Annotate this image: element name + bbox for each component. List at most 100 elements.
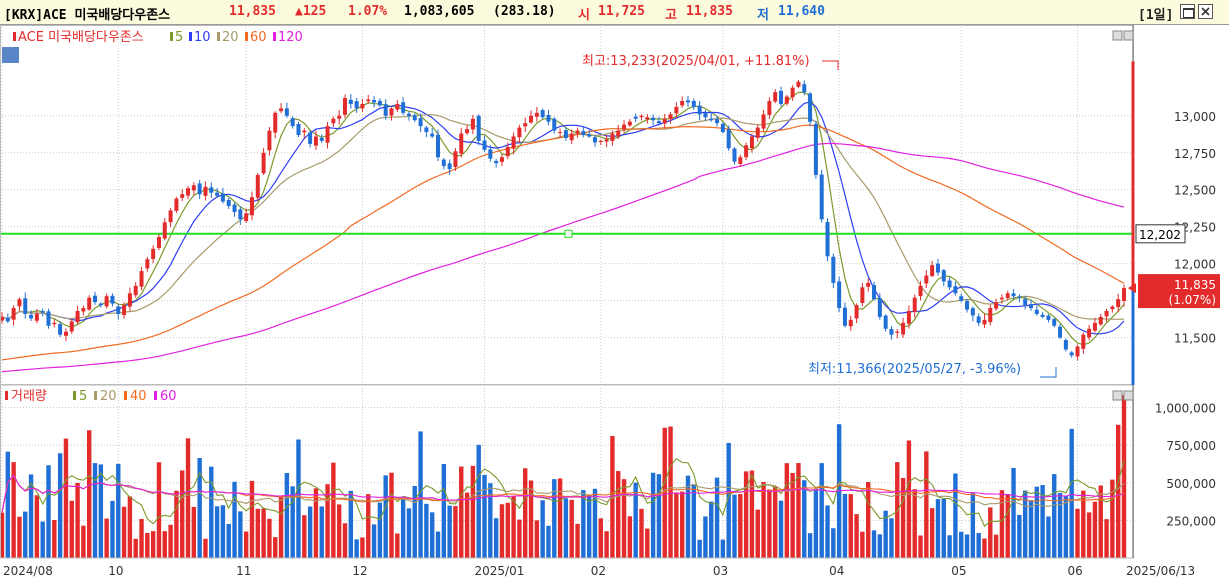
volume-bar	[895, 462, 900, 558]
volume-bar	[854, 514, 859, 558]
candle-body	[430, 133, 435, 137]
candle-body	[924, 275, 929, 284]
candle-body	[499, 157, 504, 162]
candle-body	[348, 99, 353, 104]
volume-bar	[912, 489, 917, 558]
candle-body	[685, 100, 690, 103]
candle-body	[81, 308, 86, 312]
candle-body	[1046, 315, 1051, 320]
candle-body	[1005, 293, 1010, 299]
candle-body	[697, 105, 702, 115]
volume-bar	[476, 444, 481, 558]
volume-bar	[23, 511, 28, 558]
volume-bar	[1057, 492, 1063, 558]
volume-bar	[592, 488, 598, 558]
price-tick-label: 12,000	[1174, 258, 1216, 272]
candle-body	[69, 321, 74, 332]
volume-bar	[482, 474, 487, 558]
restore-icon[interactable]	[1180, 4, 1195, 19]
volume-bar	[17, 516, 22, 558]
volume-bar	[110, 500, 115, 558]
high-annotation: 최고:13,233(2025/04/01, +11.81%)	[582, 54, 810, 69]
candle-body	[784, 96, 789, 104]
candle-body	[151, 248, 156, 259]
legend-swatch	[217, 32, 220, 41]
candle-body	[895, 331, 900, 333]
volume-bar	[929, 508, 935, 558]
volume-bar	[662, 427, 667, 558]
candle-body	[680, 100, 685, 106]
volume-bar	[1034, 486, 1039, 558]
candle-body	[325, 126, 330, 143]
volume-bar	[633, 482, 638, 558]
low-value: 11,640	[778, 4, 825, 19]
candle-body	[1092, 322, 1097, 331]
period-selector[interactable]: [1일]	[1138, 8, 1174, 23]
candle-body	[598, 140, 603, 143]
close-icon[interactable]	[1198, 4, 1213, 19]
candle-body	[412, 115, 417, 121]
legend-swatch	[13, 32, 16, 41]
candle-body	[465, 129, 470, 134]
volume-bar	[127, 496, 133, 558]
volume-bar	[947, 535, 952, 558]
volume-legend-swatch	[154, 391, 157, 400]
candle-body	[575, 130, 580, 134]
candle-body	[546, 114, 551, 122]
candle-body	[191, 185, 196, 191]
volume-bar	[238, 511, 243, 558]
volume-bar	[650, 472, 656, 558]
candle-body	[767, 100, 772, 115]
volume-bar	[1040, 485, 1045, 558]
candle-body	[883, 315, 888, 329]
legend-swatch	[189, 32, 192, 41]
volume-bar	[505, 502, 510, 558]
volume-bar	[290, 486, 295, 558]
candle-body	[691, 100, 696, 107]
volume-bar	[499, 504, 505, 558]
volume-bar	[993, 534, 999, 558]
volume-bar	[697, 539, 702, 558]
volume-bar	[802, 480, 807, 558]
candle-body	[1110, 306, 1115, 310]
candle-body	[244, 213, 249, 222]
candle-body	[87, 297, 92, 310]
volume-bar	[668, 426, 673, 558]
panel-close-icon	[1123, 30, 1134, 41]
volume-bar	[988, 507, 993, 558]
volume-bar	[441, 463, 447, 558]
candle-body	[592, 137, 597, 143]
high-annotation-pointer	[822, 60, 839, 70]
volume-bar	[92, 463, 98, 558]
volume-bar	[447, 505, 452, 558]
candle-body	[360, 103, 365, 109]
candle-body	[377, 100, 382, 106]
volume-bar	[371, 524, 377, 558]
price-change: ▲125	[295, 4, 327, 19]
candle-body	[842, 307, 847, 326]
volume-bar	[540, 500, 545, 558]
volume-bar	[563, 498, 569, 558]
candle-body	[1081, 334, 1086, 349]
high-label: 고	[665, 8, 677, 23]
volume-bar	[395, 533, 400, 558]
volume-bar	[180, 470, 185, 558]
volume-bar	[360, 537, 365, 558]
volume-bar	[569, 499, 574, 558]
candle-body	[226, 199, 231, 206]
volume-bar	[214, 506, 220, 558]
candle-body	[145, 259, 150, 269]
volume-bar	[523, 468, 528, 558]
candle-body	[313, 136, 318, 146]
volume-bar	[52, 519, 57, 558]
volume-bar	[377, 502, 383, 558]
volume-bar	[575, 523, 580, 558]
volume-bar	[336, 504, 342, 558]
volume-bar	[98, 464, 104, 558]
x-tick-label: 10	[108, 564, 123, 578]
x-tick-label: 03	[713, 564, 728, 578]
volume-bar	[5, 451, 11, 558]
candle-body	[627, 121, 632, 126]
candle-body	[116, 306, 121, 314]
